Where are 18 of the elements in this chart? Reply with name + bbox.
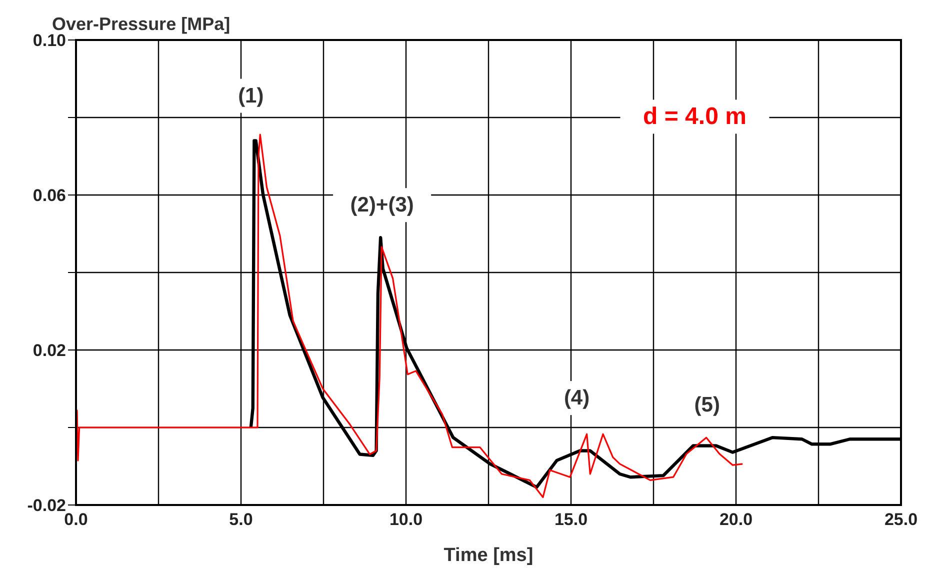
x-tick-label: 15.0 (554, 510, 588, 530)
x-tick-label: 10.0 (389, 510, 423, 530)
annotation: (2)+(3) (350, 194, 414, 217)
annotation: (5) (694, 394, 720, 417)
x-tick-label: 20.0 (719, 510, 753, 530)
x-tick-label: 5.0 (229, 510, 253, 530)
y-tick-label: -0.02 (27, 496, 66, 516)
x-tick-label: 0.0 (64, 510, 88, 530)
x-axis-title: Time [ms] (444, 545, 534, 566)
annotation: d = 4.0 m (643, 103, 746, 130)
y-tick-label: 0.02 (32, 341, 66, 360)
y-axis-title: Over-Pressure [MPa] (52, 14, 230, 34)
line-series (76, 134, 744, 498)
y-tick-label: 0.10 (32, 31, 66, 50)
y-tick-label: 0.06 (32, 186, 66, 206)
annotation: (1) (238, 84, 264, 108)
annotation: (4) (564, 386, 590, 410)
x-tick-label: 25.0 (884, 510, 918, 530)
